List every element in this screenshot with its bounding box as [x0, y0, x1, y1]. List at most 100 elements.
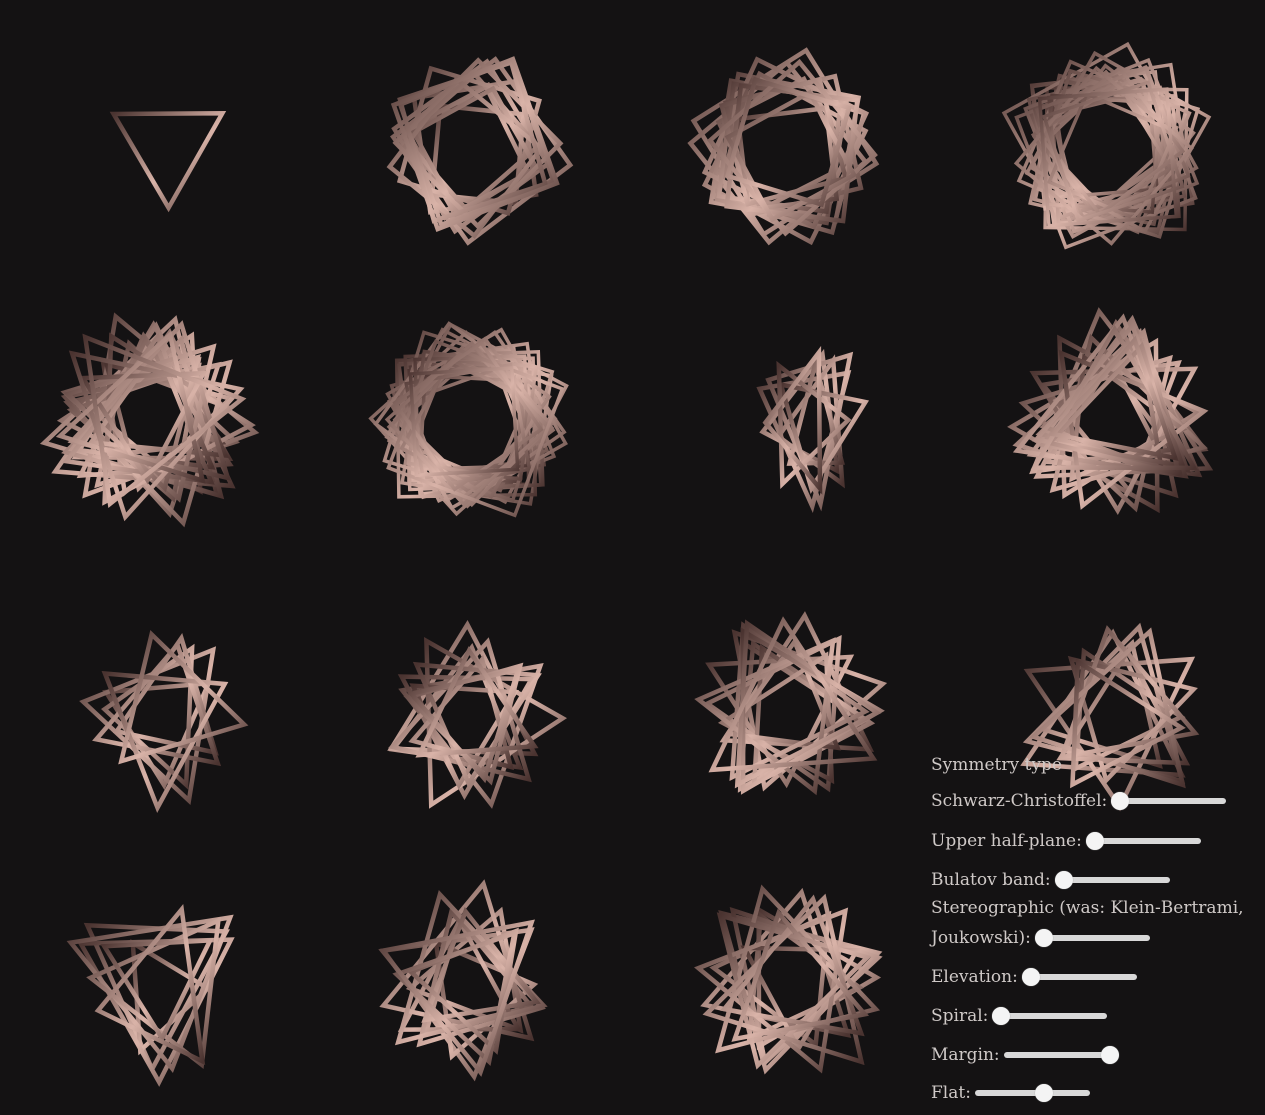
slider-track — [1003, 1052, 1119, 1058]
sculpture-render — [15, 585, 315, 845]
frame-shape — [67, 320, 232, 481]
sculpture-svg — [39, 312, 260, 528]
upper-half-plane-slider[interactable] — [1085, 832, 1201, 850]
sculpture-render — [640, 855, 940, 1115]
sculpture-render — [15, 855, 315, 1115]
stereographic-slider[interactable] — [1034, 929, 1150, 947]
sculpture-render — [15, 20, 315, 280]
slider-thumb[interactable] — [1111, 792, 1130, 810]
frame-shape — [1034, 65, 1186, 217]
frame-shape — [415, 646, 539, 758]
sculpture-svg — [368, 321, 569, 518]
frame-shape — [378, 919, 535, 1077]
elevation-control: Elevation: — [931, 968, 1137, 986]
sculpture-svg — [66, 904, 235, 1087]
stereographic-label-line1: Stereographic (was: Klein-Bertrami, — [931, 898, 1244, 918]
slider-thumb[interactable] — [992, 1007, 1011, 1025]
sculpture-render — [965, 290, 1265, 550]
frame-shape — [63, 359, 233, 528]
frame-shape — [720, 894, 865, 1037]
frame-shape — [416, 907, 546, 1048]
frame-shape — [1030, 80, 1173, 223]
frame-shape — [690, 47, 880, 238]
slider-label: Bulatov band: — [931, 869, 1051, 890]
frame-shape — [392, 929, 518, 1067]
frame-shape — [1037, 87, 1179, 228]
sculpture-render — [636, 20, 936, 280]
frame-shape — [1023, 57, 1200, 234]
sculpture-svg — [386, 56, 574, 246]
schwarz-christoffel-slider[interactable] — [1111, 792, 1227, 810]
frame-shape — [86, 917, 221, 1069]
frame-shape — [109, 111, 227, 213]
slider-track — [1034, 935, 1150, 941]
flat-slider[interactable] — [974, 1084, 1090, 1102]
slider-thumb[interactable] — [1100, 1046, 1119, 1064]
margin-control: Margin: — [931, 1046, 1119, 1064]
frame-shape — [410, 85, 540, 216]
frame-shape — [694, 637, 836, 796]
flat-control: Flat: — [931, 1084, 1090, 1102]
frame-shape — [1067, 655, 1198, 785]
sculpture-svg — [694, 884, 883, 1075]
sculpture-svg — [1020, 622, 1200, 812]
slider-label: Upper half-plane: — [931, 830, 1082, 851]
frame-shape — [751, 643, 876, 788]
sculpture-render — [318, 585, 618, 845]
slider-thumb[interactable] — [1054, 871, 1073, 889]
frame-shape — [87, 328, 230, 459]
frame-shape — [1029, 627, 1186, 789]
slider-thumb[interactable] — [1034, 929, 1053, 947]
frame-shape — [706, 58, 878, 237]
frame-shape — [392, 340, 544, 492]
spiral-slider[interactable] — [992, 1007, 1108, 1025]
margin-slider[interactable] — [1003, 1046, 1119, 1064]
slider-track — [1054, 877, 1170, 883]
slider-thumb[interactable] — [1021, 968, 1040, 986]
slider-thumb[interactable] — [1085, 832, 1104, 850]
bulatov-band-control: Bulatov band: — [931, 871, 1170, 889]
frame-shape — [786, 354, 845, 466]
frame-shape — [79, 370, 208, 485]
slider-label: Schwarz-Christoffel: — [931, 790, 1108, 811]
sculpture-render — [323, 20, 623, 280]
frame-shape — [724, 76, 852, 208]
sculpture-svg — [79, 630, 249, 814]
slider-label: Flat: — [931, 1082, 971, 1103]
slider-track — [974, 1090, 1090, 1096]
frame-shape — [397, 916, 523, 1032]
sculpture-svg — [687, 47, 880, 246]
frame-shape — [66, 914, 234, 1073]
frame-shape — [397, 59, 549, 224]
bulatov-band-slider[interactable] — [1054, 871, 1170, 889]
frame-shape — [100, 937, 214, 1044]
frame-shape — [55, 330, 206, 484]
frame-shape — [407, 666, 522, 784]
frame-shape — [777, 381, 870, 495]
schwarz-christoffel-control: Schwarz-Christoffel: — [931, 790, 1227, 811]
sculpture-svg — [1001, 41, 1212, 250]
sculpture-render — [3, 290, 303, 550]
frame-shape — [1048, 335, 1179, 461]
sculpture-render — [965, 585, 1265, 845]
sculpture-render — [960, 20, 1260, 280]
frame-shape — [390, 56, 560, 233]
frame-shape — [762, 345, 823, 495]
frame-shape — [708, 616, 878, 773]
slider-label: Spiral: — [931, 1005, 989, 1026]
sculpture-svg — [1007, 307, 1214, 515]
sculpture-render — [318, 855, 618, 1115]
frame-shape — [392, 57, 564, 230]
frame-shape — [1034, 64, 1191, 221]
frame-shape — [101, 670, 229, 814]
sculpture-svg — [109, 111, 227, 213]
elevation-slider[interactable] — [1021, 968, 1137, 986]
spiral-control: Spiral: — [931, 1005, 1108, 1026]
slider-label: Margin: — [931, 1044, 1000, 1065]
frame-shape — [776, 360, 852, 489]
slider-thumb[interactable] — [1035, 1084, 1054, 1102]
slider-label: Joukowski): — [931, 927, 1031, 948]
frame-shape — [1070, 657, 1186, 789]
frame-shape — [724, 637, 842, 751]
